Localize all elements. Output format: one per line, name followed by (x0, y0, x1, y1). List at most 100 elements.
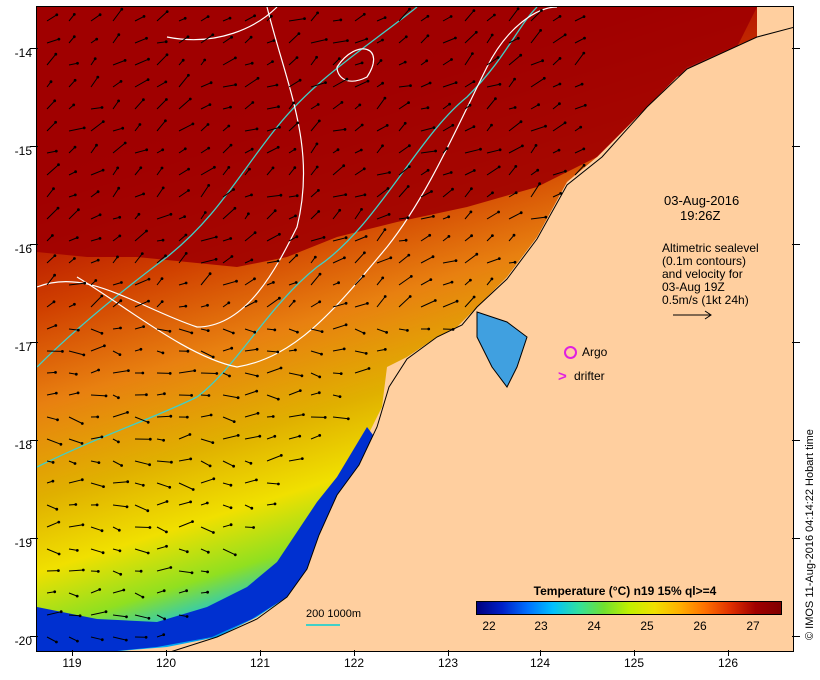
velocity-vector-head (582, 163, 586, 167)
velocity-vector-head (120, 464, 123, 467)
velocity-vector (574, 164, 585, 176)
velocity-vector-head (406, 216, 410, 220)
velocity-vector-head (146, 78, 150, 81)
velocity-vector-head (184, 252, 188, 255)
velocity-vector (332, 78, 348, 88)
velocity-vector-head (57, 37, 61, 41)
velocity-vector (200, 438, 213, 444)
velocity-vector-head (119, 326, 122, 330)
velocity-vector-head (346, 39, 349, 42)
velocity-vector (266, 350, 278, 353)
velocity-vector-head (253, 277, 256, 281)
velocity-vector-head (362, 274, 365, 278)
velocity-vector-head (185, 550, 189, 554)
velocity-vector-head (147, 57, 150, 61)
velocity-vector (288, 372, 303, 377)
velocity-vector-head (146, 509, 150, 513)
velocity-vector-head (316, 11, 319, 15)
velocity-vector (464, 148, 481, 154)
velocity-vector (68, 479, 83, 484)
velocity-vector (310, 392, 320, 396)
velocity-vector (266, 233, 280, 242)
velocity-vector-head (139, 347, 143, 351)
drifter-marker-icon: > (558, 368, 567, 385)
velocity-vector-head (142, 15, 146, 18)
velocity-vector-head (51, 461, 55, 464)
velocity-vector-head (125, 505, 129, 509)
velocity-vector-head (408, 7, 411, 11)
velocity-vector (156, 167, 163, 176)
velocity-vector (332, 101, 343, 110)
velocity-vector-head (271, 60, 274, 63)
velocity-vector-head (52, 187, 55, 191)
velocity-vector (46, 100, 56, 110)
velocity-vector-head (164, 80, 168, 84)
velocity-vector-head (206, 570, 210, 574)
velocity-vector (486, 211, 499, 220)
velocity-vector (266, 126, 280, 132)
velocity-vector-head (303, 17, 306, 20)
velocity-vector (68, 438, 83, 444)
velocity-vector (68, 146, 76, 154)
velocity-vector-head (365, 37, 369, 41)
velocity-vector (508, 54, 522, 66)
velocity-vector-head (447, 215, 451, 219)
velocity-vector-head (317, 119, 321, 123)
velocity-vector-head (362, 167, 366, 171)
velocity-vector (178, 234, 187, 242)
velocity-vector-head (207, 394, 211, 397)
velocity-vector-head (61, 350, 64, 353)
velocity-vector-head (118, 353, 122, 356)
velocity-vector (46, 611, 62, 616)
velocity-vector-head (117, 396, 120, 400)
velocity-vector (90, 14, 101, 22)
velocity-vector (200, 478, 214, 484)
velocity-vector-head (426, 14, 430, 18)
velocity-vector-head (408, 165, 411, 169)
velocity-vector-head (432, 215, 435, 218)
velocity-vector-head (53, 273, 56, 277)
velocity-vector-head (318, 375, 322, 379)
velocity-vector-head (407, 253, 411, 257)
velocity-vector (442, 260, 457, 264)
colorbar-label: 24 (587, 619, 601, 633)
velocity-vector-head (54, 371, 57, 374)
velocity-vector (90, 191, 99, 198)
lat-tick-label: -20 (14, 634, 32, 648)
velocity-vector-head (80, 478, 84, 482)
velocity-vector (200, 414, 212, 418)
velocity-vector-head (168, 485, 172, 489)
velocity-vector-head (276, 397, 280, 401)
velocity-vector (354, 13, 365, 22)
velocity-vector (68, 350, 84, 356)
velocity-vector (310, 236, 325, 242)
lat-tick-label: -14 (14, 46, 32, 60)
velocity-vector (288, 328, 298, 333)
velocity-vector-head (253, 330, 257, 334)
velocity-vector (398, 8, 410, 22)
sealevel-contour-3 (166, 7, 375, 82)
velocity-vector-head (141, 371, 145, 375)
velocity-vector-head (234, 83, 238, 87)
velocity-vector-head (96, 258, 100, 262)
velocity-vector-head (490, 33, 494, 37)
velocity-vector-head (323, 416, 327, 419)
velocity-vector (310, 350, 322, 355)
velocity-vector-head (75, 594, 79, 598)
argo-marker-icon (564, 346, 577, 359)
velocity-vector-head (490, 123, 493, 127)
velocity-vector (420, 150, 436, 154)
colorbar-label: 22 (482, 619, 496, 633)
velocity-vector-head (579, 125, 583, 129)
velocity-vector-head (292, 299, 296, 303)
velocity-vector-head (279, 366, 283, 370)
velocity-vector-head (184, 233, 188, 237)
velocity-vector-head (345, 77, 349, 81)
velocity-vector-head (580, 82, 584, 86)
velocity-vector-head (229, 523, 233, 527)
velocity-vector-head (233, 206, 237, 210)
velocity-vector (486, 149, 501, 154)
lon-tickmark (72, 650, 73, 656)
velocity-vector-head (383, 96, 387, 100)
lat-tick-label: -15 (14, 144, 32, 158)
